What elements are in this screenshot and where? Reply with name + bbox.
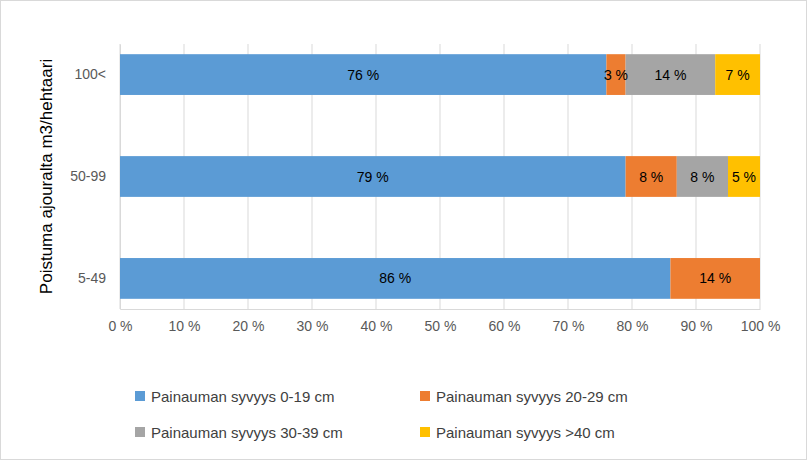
bar-segment (120, 258, 670, 299)
tick: 100< (74, 66, 120, 82)
tick-label: 40 % (361, 318, 393, 334)
data-label: 7 % (726, 67, 750, 83)
tick: 50-99 (70, 168, 120, 184)
frame (1, 1, 807, 460)
tick-label: 0 % (108, 318, 132, 334)
bars (120, 54, 760, 299)
bar-segment (120, 156, 626, 197)
legend-swatch (135, 391, 145, 401)
tick-label: 10 % (169, 318, 201, 334)
tick-label: 90 % (681, 318, 713, 334)
tick-label: 60 % (489, 318, 521, 334)
bar-segment (626, 54, 716, 95)
tick-label: 70 % (553, 318, 585, 334)
data-labels: 76 % 3 % 14 % 7 % 79 % 8 % 8 % 5 % 86 % 14 % (347, 67, 756, 287)
chart: 0 % 10 % 20 % 30 % 40 % 50 % 60 % 70 % 80 % 90 % 1… (0, 0, 807, 460)
x-axis: 0 % 10 % 20 % 30 % 40 % 50 % 60 % 70 % 80 % 90 % 1… (108, 309, 780, 334)
data-label: 5 % (732, 169, 756, 185)
bar-segment (677, 156, 728, 197)
tick-label: 100< (74, 66, 106, 82)
legend-swatch (420, 427, 430, 437)
legend-item: Painauman syvyys 0-19 cm (135, 388, 334, 405)
tick-label: 80 % (617, 318, 649, 334)
legend-item: Painauman syvyys >40 cm (420, 424, 615, 441)
tick: 10 % (169, 309, 201, 334)
data-label: 3 % (604, 67, 628, 83)
tick: 70 % (553, 309, 585, 334)
data-label: 8 % (639, 169, 663, 185)
tick-label: 20 % (233, 318, 265, 334)
tick: 90 % (681, 309, 713, 334)
bar-segment (715, 54, 760, 95)
tick: 50 % (425, 309, 457, 334)
tick: 80 % (617, 309, 649, 334)
data-label: 86 % (379, 270, 411, 286)
legend-label: Painauman syvyys 0-19 cm (151, 388, 334, 405)
tick-label: 100 % (741, 318, 781, 334)
data-label: 14 % (654, 67, 686, 83)
legend-swatch (135, 427, 145, 437)
y-axis: 100< 50-99 5-49 (70, 45, 120, 310)
tick: 40 % (361, 309, 393, 334)
bar-segment (670, 258, 760, 299)
bar-segment (728, 156, 760, 197)
tick: 30 % (297, 309, 329, 334)
tick-label: 50-99 (70, 168, 106, 184)
grid (120, 44, 760, 309)
axis-line (121, 309, 761, 310)
tick: 20 % (233, 309, 265, 334)
tick: 0 % (108, 309, 132, 334)
tick: 100 % (741, 309, 781, 334)
axis-title: Poistuma ajouralta m3/hehtaari (37, 59, 56, 294)
legend-label: Painauman syvyys >40 cm (436, 424, 615, 441)
legend-swatch (420, 391, 430, 401)
tick-label: 30 % (297, 318, 329, 334)
tick: 60 % (489, 309, 521, 334)
legend-item: Painauman syvyys 30-39 cm (135, 424, 343, 441)
data-label: 14 % (699, 270, 731, 286)
data-label: 79 % (357, 169, 389, 185)
data-label: 76 % (347, 67, 379, 83)
tick-label: 5-49 (78, 270, 106, 286)
legend-label: Painauman syvyys 30-39 cm (151, 424, 343, 441)
data-label: 8 % (690, 169, 714, 185)
bar-segment (626, 156, 677, 197)
legend-label: Painauman syvyys 20-29 cm (436, 388, 628, 405)
legend-item: Painauman syvyys 20-29 cm (420, 388, 628, 405)
tick-label: 50 % (425, 318, 457, 334)
legend: Painauman syvyys 0-19 cm Painauman syvyys… (135, 388, 628, 441)
bar-segment (120, 54, 606, 95)
tick: 5-49 (78, 270, 120, 286)
